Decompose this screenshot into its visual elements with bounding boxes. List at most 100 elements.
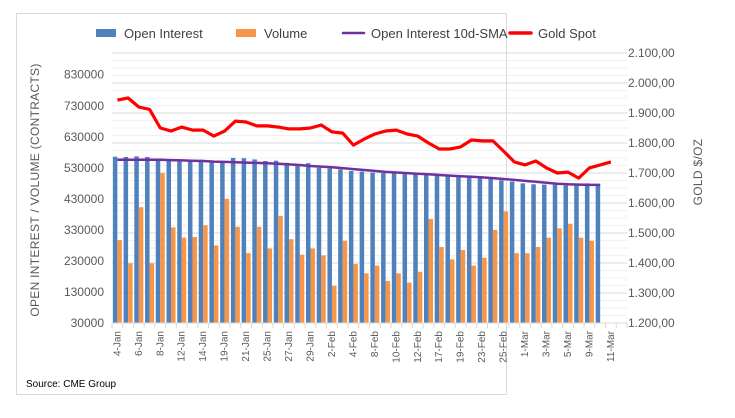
open-interest-bar	[434, 174, 440, 323]
source-note: Source: CME Group	[26, 379, 117, 390]
y-right-tick-label: 1.300,00	[628, 286, 675, 300]
volume-bar	[589, 240, 594, 323]
y-axis-left: 830000 730000 630000 530000 430000 330000 2300…	[64, 68, 104, 330]
legend-swatch	[96, 29, 116, 37]
y-right-tick-label: 1.700,00	[628, 166, 675, 180]
x-tick-label: 4-Feb	[348, 331, 359, 358]
open-interest-bar	[359, 171, 365, 323]
y-right-tick-label: 1.900,00	[628, 106, 675, 120]
volume-bars	[117, 173, 594, 323]
gold-spot-line	[117, 96, 612, 180]
open-interest-bar	[166, 159, 172, 323]
y-left-tick-label: 230000	[64, 254, 104, 268]
open-interest-bar	[542, 184, 547, 323]
open-interest-bar	[424, 174, 429, 323]
volume-bar	[321, 255, 326, 323]
open-interest-bar	[456, 176, 461, 323]
volume-bar	[213, 245, 219, 323]
open-interest-bar	[574, 184, 579, 323]
open-interest-bar	[413, 174, 418, 323]
y-left-tick-label: 830000	[64, 68, 104, 82]
legend-label: Open Interest 10d-SMA	[371, 26, 508, 41]
volume-bar	[364, 273, 369, 323]
open-interest-bar	[402, 174, 408, 323]
x-tick-label: 27-Jan	[284, 331, 295, 362]
y-axis-right-title: GOLD $/OZ	[691, 139, 705, 206]
y-left-tick-label: 630000	[64, 130, 104, 144]
volume-bar	[578, 237, 584, 323]
x-tick-label: 8-Feb	[370, 331, 381, 358]
open-interest-bar	[112, 156, 118, 323]
open-interest-bar	[273, 160, 279, 323]
open-interest-bar	[552, 184, 558, 323]
open-interest-bar	[295, 164, 300, 323]
volume-bar	[138, 207, 144, 323]
open-interest-bar	[284, 162, 290, 323]
volume-bar	[278, 215, 283, 323]
open-interest-bar	[509, 181, 515, 323]
x-tick-label: 29-Jan	[305, 331, 316, 362]
volume-bar	[128, 263, 133, 323]
open-interest-bar	[134, 156, 139, 323]
open-interest-bar	[198, 159, 204, 323]
volume-bar	[342, 240, 348, 323]
volume-bar	[181, 237, 187, 323]
x-axis: 4-Jan 6-Jan 8-Jan 12-Jan 14-Jan 19-Jan 21-Jan 2…	[111, 322, 628, 363]
legend-label: Gold Spot	[538, 26, 596, 41]
volume-bar	[299, 254, 305, 323]
x-tick-label: 21-Jan	[241, 331, 252, 362]
volume-bar	[428, 219, 434, 323]
y-right-tick-label: 2.000,00	[628, 76, 675, 90]
volume-bar	[417, 271, 423, 323]
x-tick-label: 25-Jan	[263, 331, 274, 362]
open-interest-bar	[327, 168, 332, 323]
open-interest-bar	[338, 169, 343, 323]
x-tick-label: 14-Jan	[198, 331, 209, 362]
x-tick-label: 1-Mar	[520, 330, 531, 357]
open-interest-bar	[370, 172, 375, 323]
open-interest-bar	[305, 163, 311, 323]
volume-bar	[160, 173, 165, 323]
volume-bar	[374, 265, 380, 323]
y-right-tick-label: 1.200,00	[628, 316, 675, 330]
volume-bar	[246, 253, 251, 323]
volume-bar	[525, 253, 530, 323]
volume-bar	[331, 285, 337, 323]
x-tick-label: 12-Feb	[413, 331, 424, 363]
x-tick-label: 11-Mar	[606, 330, 617, 362]
x-tick-label: 23-Feb	[477, 331, 488, 363]
volume-bar	[492, 229, 498, 323]
y-right-tick-label: 1.800,00	[628, 136, 675, 150]
open-interest-bar	[316, 167, 322, 323]
y-left-tick-label: 730000	[64, 99, 104, 113]
open-interest-bar	[391, 173, 397, 323]
y-right-tick-label: 1.600,00	[628, 196, 675, 210]
volume-bar	[203, 225, 208, 323]
open-interest-bar	[477, 178, 483, 323]
volume-bar	[471, 265, 476, 323]
open-interest-bar	[531, 184, 536, 323]
y-left-tick-label: 430000	[64, 192, 104, 206]
y-right-tick-label: 1.500,00	[628, 226, 675, 240]
open-interest-bar	[145, 156, 150, 323]
x-tick-label: 9-Mar	[584, 330, 595, 357]
open-interest-bar	[123, 156, 129, 323]
volume-bar	[235, 226, 240, 323]
volume-bar	[407, 282, 412, 323]
x-tick-label: 4-Jan	[112, 331, 123, 356]
volume-bar	[396, 273, 401, 323]
volume-bar	[353, 264, 358, 323]
open-interest-bar	[348, 170, 354, 323]
x-tick-label: 10-Feb	[391, 331, 402, 363]
sma-line	[117, 158, 601, 187]
volume-bar	[514, 253, 519, 323]
volume-bar	[460, 250, 466, 323]
open-interest-bar	[187, 160, 193, 323]
x-tick-label: 19-Feb	[456, 331, 467, 363]
y-axis-left-title: OPEN INTEREST / VOLUME (CONTRACTS)	[28, 63, 42, 316]
x-tick-label: 2-Feb	[327, 331, 338, 358]
open-interest-bar	[209, 160, 214, 323]
open-interest-bar	[584, 183, 590, 323]
volume-bar	[192, 237, 197, 323]
